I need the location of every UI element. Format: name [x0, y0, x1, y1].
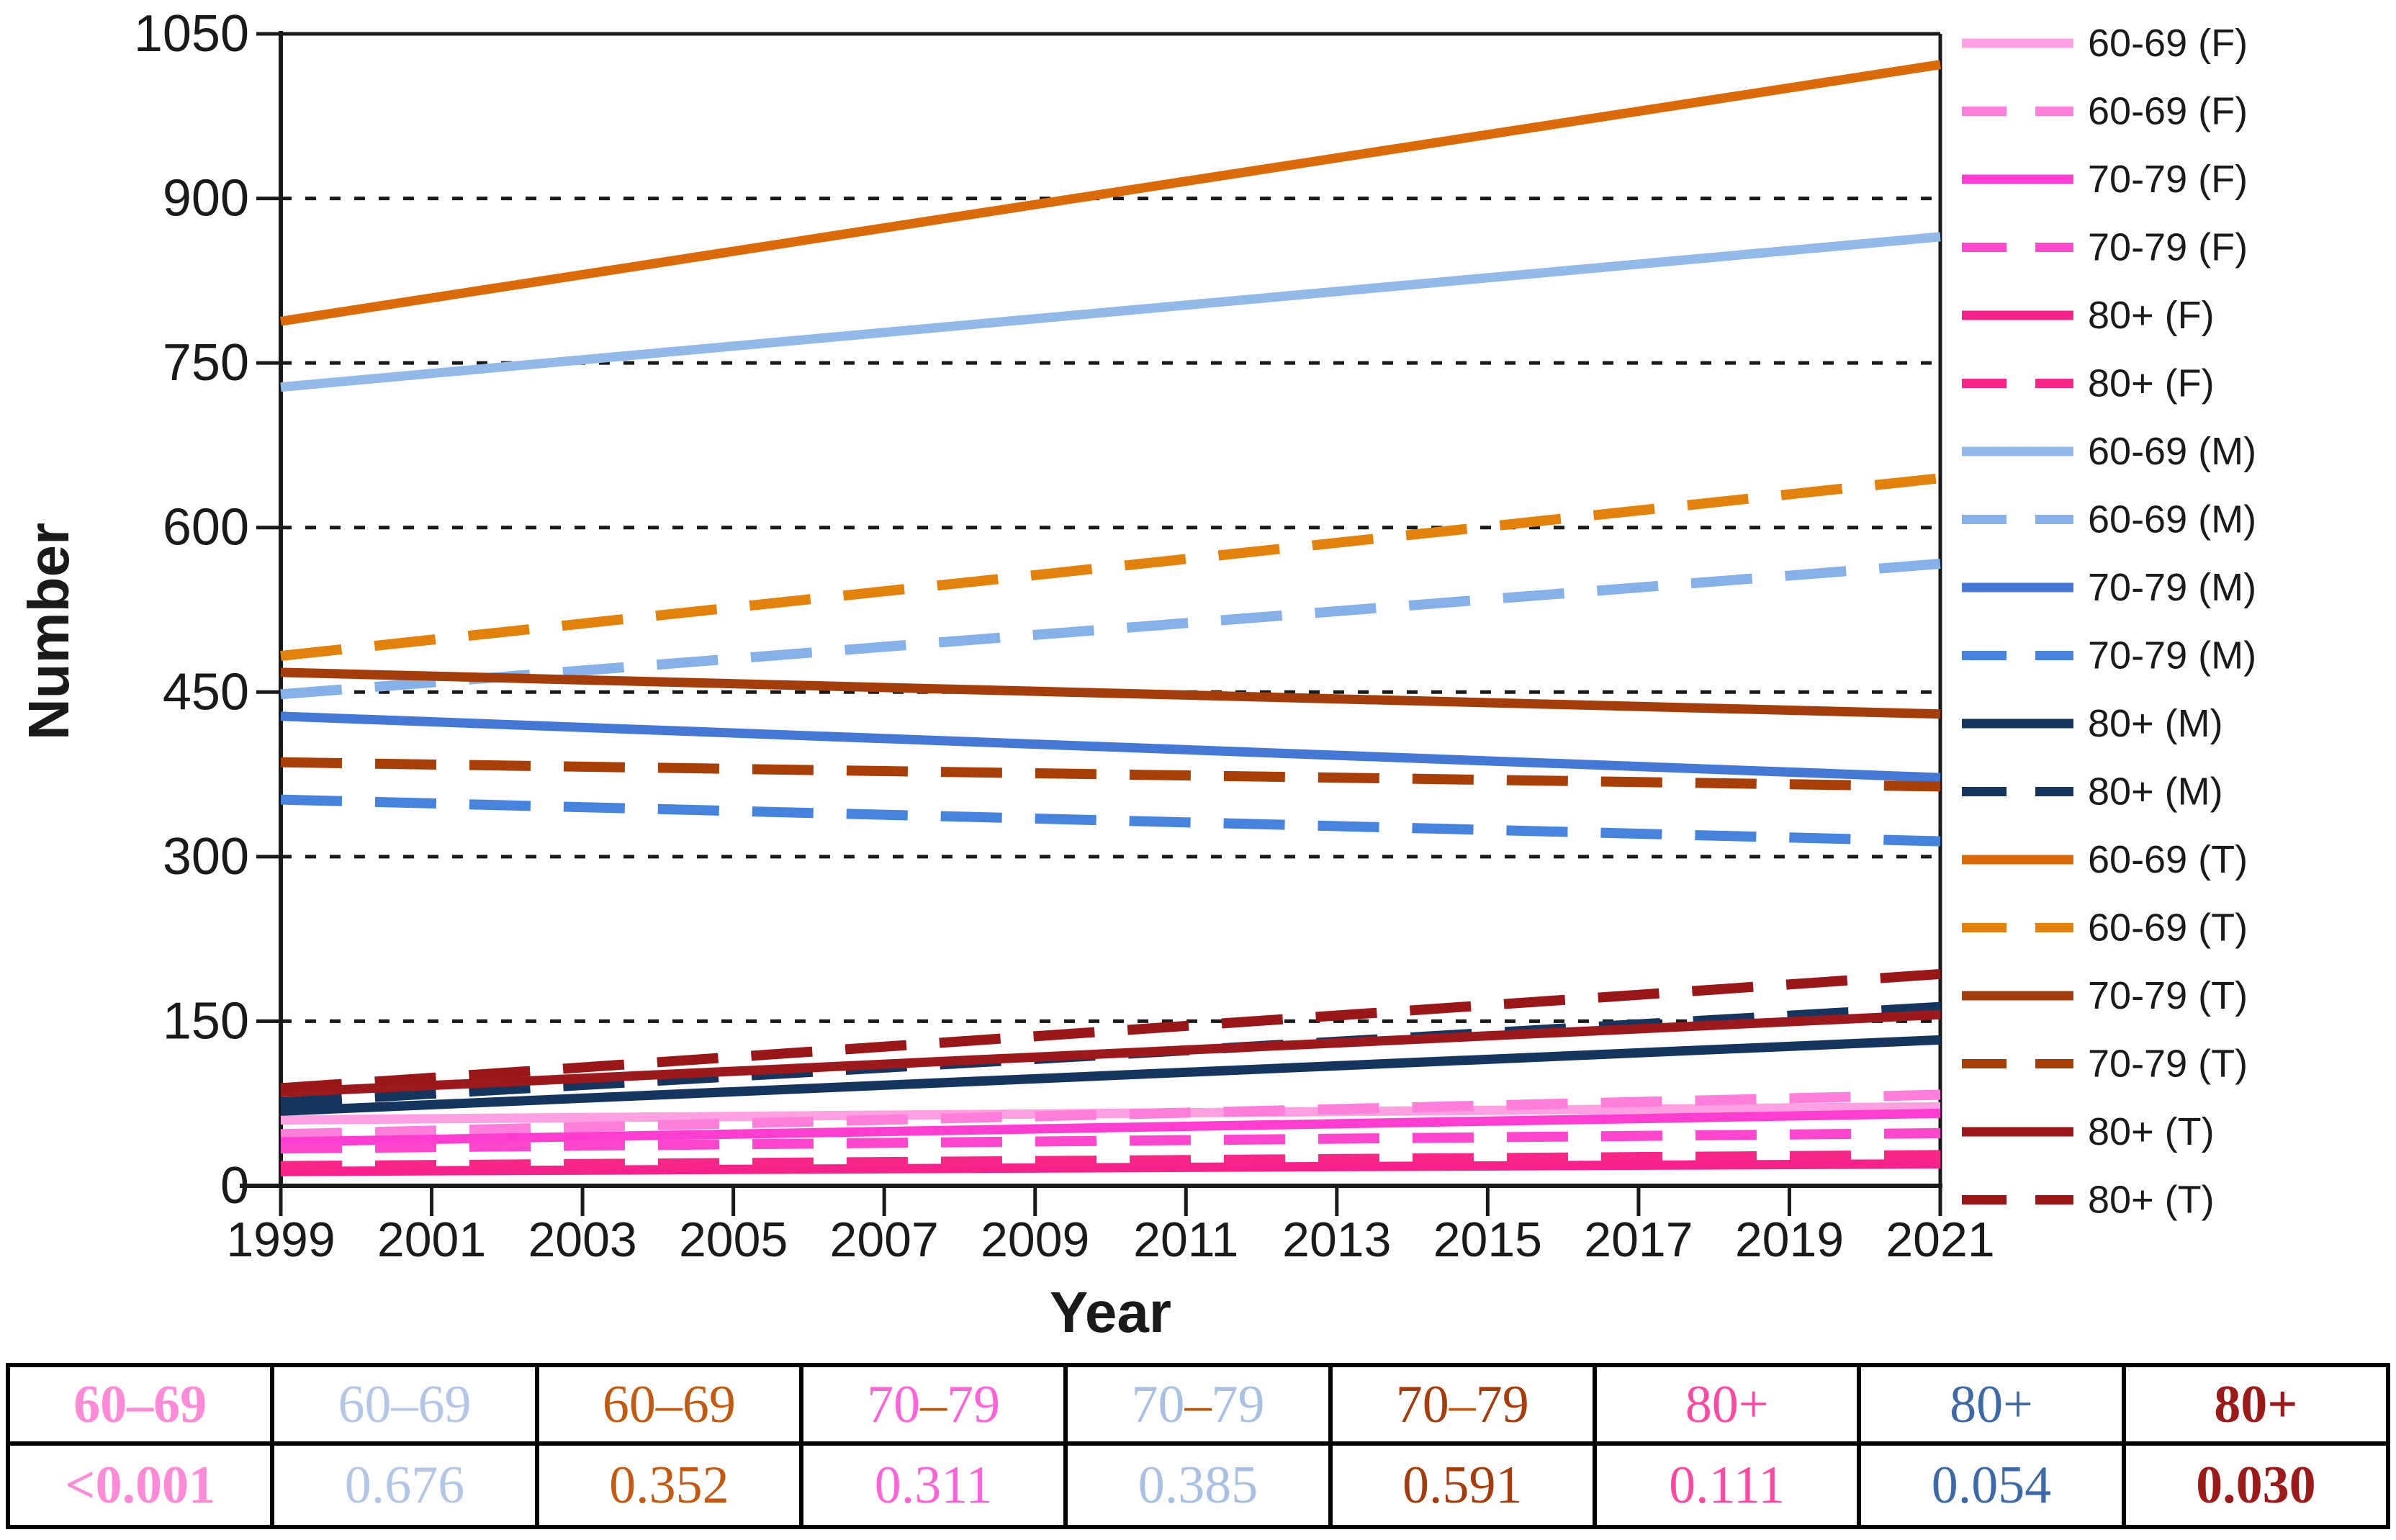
legend-label-2: 70-79 (F)	[2088, 158, 2248, 201]
header-dash: –	[920, 1374, 947, 1434]
series-line-10	[280, 1035, 1941, 1116]
legend-label-3: 70-79 (F)	[2088, 226, 2248, 269]
p-value-cell: 0.352	[534, 1441, 803, 1529]
x-tick-label-2021: 2021	[1886, 1212, 1994, 1267]
y-tick-label-150: 150	[163, 992, 249, 1050]
y-tick-label-0: 0	[220, 1157, 249, 1215]
age-header-cell: 70–79	[1328, 1363, 1597, 1446]
legend-label-8: 70-79 (M)	[2088, 566, 2256, 609]
x-axis-title: Year	[1050, 1280, 1171, 1344]
p-value-cell: 0.111	[1592, 1441, 1862, 1529]
legend-label-5: 80+ (F)	[2088, 362, 2215, 405]
x-tick-label-2009: 2009	[981, 1212, 1089, 1267]
line-chart: 0 150 300 450 600 750 900 1050 1999 2001 2003 2005 2…	[17, 5, 2256, 1344]
y-tick-label-300: 300	[163, 828, 249, 886]
x-tick-label-2011: 2011	[1133, 1212, 1238, 1267]
series-line-8	[280, 711, 1941, 783]
x-tick-label-2005: 2005	[679, 1212, 788, 1267]
legend-label-15: 70-79 (T)	[2088, 1043, 2248, 1086]
legend-label-13: 60-69 (T)	[2088, 906, 2248, 950]
legend-label-14: 70-79 (T)	[2088, 974, 2248, 1017]
p-value-row: <0.001 0.676 0.352 0.311 0.385 0.591 0.1…	[5, 1441, 2391, 1529]
series-line-0	[280, 1102, 1941, 1125]
legend-label-12: 60-69 (T)	[2088, 838, 2248, 881]
legend-label-17: 80+ (T)	[2088, 1179, 2215, 1222]
age-header-cell: 60–69	[270, 1363, 539, 1446]
p-value-cell: 0.054	[1857, 1441, 2126, 1529]
series-line-12	[280, 60, 1941, 326]
x-tick-label-2013: 2013	[1282, 1212, 1391, 1267]
age-header-cell: 80+	[2121, 1363, 2391, 1446]
series-line-6	[280, 232, 1941, 392]
y-tick-label-900: 900	[163, 170, 249, 228]
series-line-9	[280, 794, 1941, 847]
y-tick-label-450: 450	[163, 663, 249, 721]
y-axis-title: Number	[17, 523, 81, 740]
series-line-14	[280, 667, 1941, 719]
x-tick-label-2015: 2015	[1433, 1212, 1542, 1267]
p-value-cell: 0.385	[1063, 1441, 1333, 1529]
legend-label-0: 60-69 (F)	[2088, 22, 2248, 65]
legend-label-1: 60-69 (F)	[2088, 90, 2248, 133]
series-line-16	[280, 1009, 1941, 1097]
age-header-cell: 80+	[1592, 1363, 1862, 1446]
p-value-cell: 0.676	[270, 1441, 539, 1529]
x-tick-label-1999: 1999	[226, 1212, 335, 1267]
y-tick-label-1050: 1050	[134, 5, 249, 63]
age-header-cell: 60–69	[5, 1363, 275, 1446]
legend-label-10: 80+ (M)	[2088, 702, 2223, 745]
header-dash: –	[1184, 1374, 1212, 1434]
y-tick-label-600: 600	[163, 499, 249, 557]
legend-label-4: 80+ (F)	[2088, 294, 2215, 337]
legend-label-16: 80+ (T)	[2088, 1110, 2215, 1153]
x-tick-label-2001: 2001	[377, 1212, 486, 1267]
p-value-cell: 0.591	[1328, 1441, 1597, 1529]
age-header-cell: 60–69	[534, 1363, 803, 1446]
p-value-table: 60–69 60–69 60–69 70–79 70–79 70–79 80+ …	[5, 1363, 2391, 1529]
series-line-2	[280, 1108, 1941, 1147]
y-tick-label-750: 750	[163, 334, 249, 392]
legend-label-9: 70-79 (M)	[2088, 634, 2256, 677]
age-group-header-row: 60–69 60–69 60–69 70–79 70–79 70–79 80+ …	[5, 1363, 2391, 1446]
p-value-cell: <0.001	[5, 1441, 275, 1529]
p-value-cell: 0.030	[2121, 1441, 2391, 1529]
p-value-cell: 0.311	[798, 1441, 1068, 1529]
x-tick-label-2007: 2007	[830, 1212, 939, 1267]
age-header-cell: 70–79	[1063, 1363, 1333, 1446]
age-header-cell: 70–79	[798, 1363, 1068, 1446]
legend-label-7: 60-69 (M)	[2088, 498, 2256, 541]
age-header-cell: 80+	[1857, 1363, 2126, 1446]
series-line-13	[280, 473, 1941, 661]
x-tick-label-2017: 2017	[1584, 1212, 1693, 1267]
legend-label-11: 80+ (M)	[2088, 770, 2223, 814]
x-tick-label-2019: 2019	[1735, 1212, 1844, 1267]
series-line-4	[280, 1159, 1941, 1176]
header-dash: –	[1449, 1374, 1476, 1434]
legend-label-6: 60-69 (M)	[2088, 430, 2256, 473]
x-tick-label-2003: 2003	[528, 1212, 636, 1267]
